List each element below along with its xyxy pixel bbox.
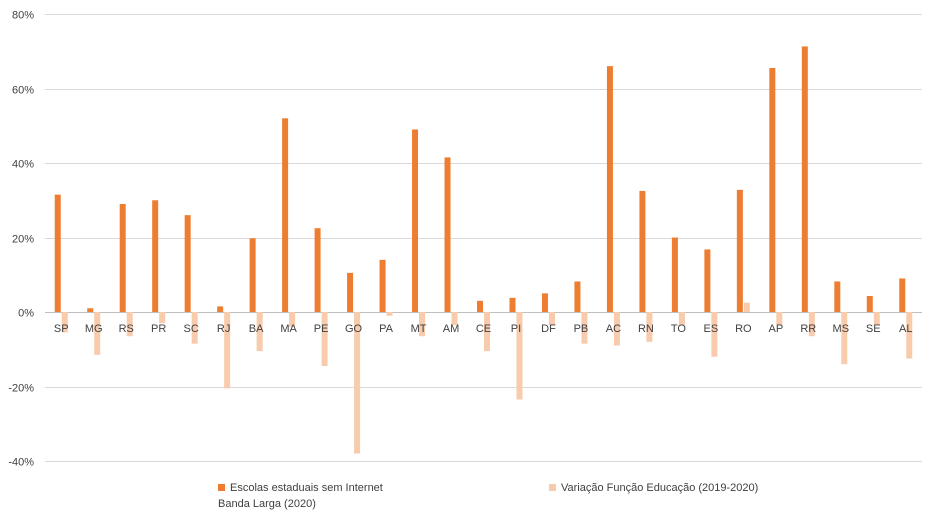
bar-pe-series-2 xyxy=(321,312,328,367)
x-tick-label: AM xyxy=(443,323,460,335)
y-tick-label: 60% xyxy=(12,85,34,97)
bar-pi-series-2 xyxy=(516,312,523,400)
bar-rs-series-2 xyxy=(126,312,133,337)
gridlines xyxy=(45,14,922,462)
bar-rr-series-1 xyxy=(801,46,808,312)
bar-al-series-1 xyxy=(899,278,906,312)
x-tick-label: RO xyxy=(735,323,752,335)
bar-rj-series-2 xyxy=(224,312,231,389)
x-tick-label: AP xyxy=(768,323,783,335)
x-tick-label: CE xyxy=(476,323,491,335)
bar-ac-series-1 xyxy=(606,66,613,313)
bar-es-series-1 xyxy=(704,249,711,312)
x-tick-label: GO xyxy=(345,323,363,335)
legend-item-series-1: Escolas estaduais sem Internet Banda Lar… xyxy=(218,480,393,512)
x-axis-tick-labels: SP MG RS PR SC RJ BA MA PE GO PA MT AM CE PI DF PB AC RN TO… xyxy=(54,323,913,335)
x-tick-label: AL xyxy=(899,323,912,335)
bar-pi-series-1 xyxy=(509,297,516,312)
x-tick-label: SE xyxy=(866,323,881,335)
x-tick-label: BA xyxy=(249,323,264,335)
x-tick-label: MA xyxy=(280,323,297,335)
x-tick-label: AC xyxy=(606,323,621,335)
bar-ma-series-2 xyxy=(289,312,296,327)
x-tick-label: PA xyxy=(379,323,394,335)
bar-rs-series-1 xyxy=(119,203,126,312)
bar-es-series-2 xyxy=(711,312,718,357)
bar-mt-series-1 xyxy=(412,129,419,312)
bar-sc-series-1 xyxy=(184,215,191,312)
y-tick-label: 0% xyxy=(18,308,34,320)
x-tick-label: DF xyxy=(541,323,556,335)
bar-ms-series-2 xyxy=(841,312,848,365)
x-tick-label: ES xyxy=(704,323,719,335)
y-tick-label: -20% xyxy=(8,383,34,395)
x-tick-label: MG xyxy=(85,323,103,335)
y-tick-label: 40% xyxy=(12,159,34,171)
bar-sc-series-2 xyxy=(191,312,198,344)
x-tick-label: SC xyxy=(184,323,199,335)
y-tick-label: 80% xyxy=(12,10,34,22)
legend-item-series-2: Variação Função Educação (2019-2020) xyxy=(549,480,758,496)
x-tick-label: TO xyxy=(671,323,687,335)
bar-ms-series-1 xyxy=(834,281,841,312)
bar-se-series-2 xyxy=(873,312,880,326)
bar-rj-series-1 xyxy=(217,306,224,312)
legend-label-series-1: Escolas estaduais sem Internet Banda Lar… xyxy=(218,482,383,510)
x-tick-label: RJ xyxy=(217,323,230,335)
bar-mt-series-2 xyxy=(419,312,426,337)
x-tick-label: MT xyxy=(411,323,427,335)
y-axis-tick-labels: -40% -20% 0% 20% 40% 60% 80% xyxy=(8,10,34,469)
bar-to-series-1 xyxy=(671,237,678,312)
bar-df-series-2 xyxy=(548,312,555,326)
x-tick-label: PI xyxy=(511,323,521,335)
bar-rn-series-2 xyxy=(646,312,653,342)
y-tick-label: -40% xyxy=(8,457,34,469)
bar-se-series-1 xyxy=(866,295,873,312)
bar-go-series-1 xyxy=(347,272,354,312)
legend-swatch-series-2 xyxy=(549,483,556,491)
bar-sp-series-1 xyxy=(54,194,61,312)
legend-label-series-2: Variação Função Educação (2019-2020) xyxy=(561,482,759,494)
bar-ba-series-2 xyxy=(256,312,263,352)
bar-al-series-2 xyxy=(906,312,913,359)
bar-ce-series-2 xyxy=(484,312,490,352)
bar-pa-series-1 xyxy=(379,259,386,312)
bar-df-series-1 xyxy=(541,293,548,312)
bar-mg-series-2 xyxy=(94,312,101,355)
bar-rn-series-1 xyxy=(639,190,646,312)
bar-mg-series-1 xyxy=(87,308,94,312)
x-tick-label: SP xyxy=(54,323,69,335)
bar-ap-series-1 xyxy=(769,68,776,312)
x-tick-label: RN xyxy=(638,323,654,335)
bar-rr-series-2 xyxy=(808,312,815,337)
bar-am-series-2 xyxy=(451,312,458,326)
bar-ce-series-1 xyxy=(477,300,483,312)
bar-pa-series-2 xyxy=(386,312,393,316)
bar-ro-series-2 xyxy=(743,302,750,312)
legend-swatch-series-1 xyxy=(218,483,225,491)
x-tick-label: PE xyxy=(314,323,329,335)
x-tick-label: RS xyxy=(119,323,134,335)
bar-pe-series-1 xyxy=(314,228,321,312)
bar-ro-series-1 xyxy=(736,189,743,312)
x-tick-label: PR xyxy=(151,323,166,335)
bar-go-series-2 xyxy=(354,312,361,454)
bar-am-series-1 xyxy=(444,157,451,312)
bar-pr-series-2 xyxy=(159,312,166,324)
bar-ap-series-2 xyxy=(776,312,783,326)
x-tick-label: MS xyxy=(833,323,850,335)
bar-pr-series-1 xyxy=(152,200,159,312)
bar-ac-series-2 xyxy=(613,312,620,346)
bar-pb-series-1 xyxy=(574,281,581,312)
y-tick-label: 20% xyxy=(12,234,34,246)
bar-sp-series-2 xyxy=(61,312,68,333)
bar-ma-series-1 xyxy=(282,118,289,312)
bar-to-series-2 xyxy=(678,312,685,326)
bar-pb-series-2 xyxy=(581,312,588,344)
bars xyxy=(54,46,913,454)
x-tick-label: RR xyxy=(800,323,816,335)
bar-ba-series-1 xyxy=(249,238,256,312)
x-tick-label: PB xyxy=(574,323,589,335)
